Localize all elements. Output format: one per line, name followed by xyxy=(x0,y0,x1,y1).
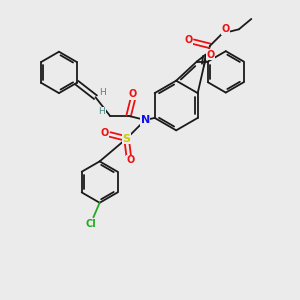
Text: S: S xyxy=(122,134,130,144)
Text: N: N xyxy=(140,115,150,125)
Text: O: O xyxy=(207,50,215,60)
Text: H: H xyxy=(99,88,106,97)
Text: O: O xyxy=(129,89,137,99)
Text: Cl: Cl xyxy=(86,220,97,230)
Text: O: O xyxy=(184,34,192,45)
Text: O: O xyxy=(221,24,230,34)
Text: O: O xyxy=(101,128,109,138)
Text: O: O xyxy=(127,155,135,165)
Text: H: H xyxy=(98,107,105,116)
